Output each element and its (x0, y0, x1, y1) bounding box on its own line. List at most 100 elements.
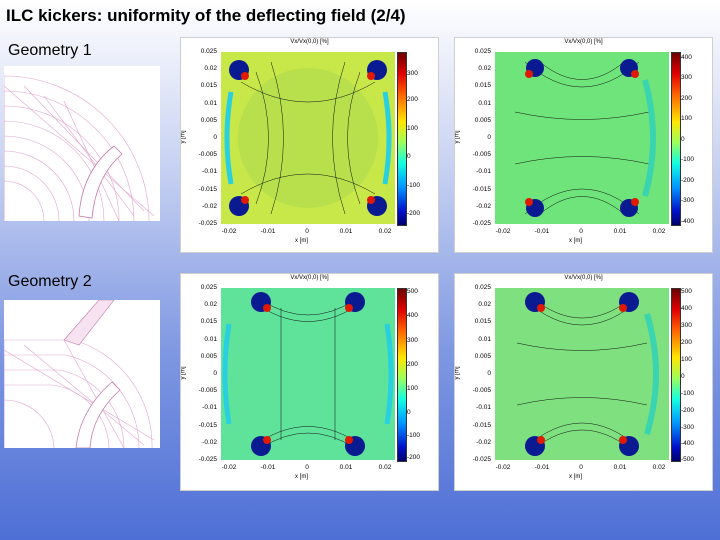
y-tick-label: 0.005 (474, 352, 491, 360)
plot-3-colorbar-tick: -200 (407, 454, 421, 461)
plot-2-colorbar-tick: -200 (681, 177, 695, 184)
plot-4-colorbar-tick: 300 (681, 322, 692, 329)
x-tick-label: 0.01 (339, 464, 353, 471)
y-tick-label: 0.01 (478, 99, 491, 107)
y-tick-label: -0.02 (202, 438, 217, 446)
plot-1-contour-field (221, 52, 395, 224)
plot-3-colorbar-tick: 300 (407, 337, 418, 344)
x-tick-label: -0.02 (221, 464, 237, 471)
plot-4-colorbar-tick: -100 (681, 390, 695, 397)
x-tick-label: -0.02 (495, 228, 511, 235)
y-tick-label: -0.005 (198, 151, 217, 159)
x-tick-label: -0.01 (534, 228, 550, 235)
y-tick-label: -0.005 (472, 151, 491, 159)
plot-3-colorbar-tick: 100 (407, 385, 418, 392)
y-tick-label: -0.02 (476, 202, 491, 210)
plot-4-colorbar-tick: -300 (681, 424, 695, 431)
y-tick-label: 0.005 (200, 116, 217, 124)
plot-1-colorbar-tick: 100 (407, 125, 418, 132)
y-tick-label: 0 (213, 370, 217, 377)
plot-4-colorbar-tick: 400 (681, 305, 692, 312)
plot-1-title: Vx/Vx(0,0) [%] (290, 39, 329, 45)
plot-2-title: Vx/Vx(0,0) [%] (564, 39, 603, 45)
geometry-1-mesh-image (4, 66, 160, 221)
y-tick-label: 0.025 (200, 284, 217, 291)
x-tick-label: 0.01 (339, 228, 353, 235)
plot-1-colorbar-tick: -100 (407, 182, 421, 189)
y-tick-label: -0.025 (472, 456, 491, 463)
x-tick-label: 0.02 (378, 464, 392, 471)
y-tick-label: -0.015 (198, 421, 217, 429)
plot-4-colorbar-tick: 0 (681, 373, 685, 380)
geometry-2-mesh-image (4, 300, 160, 448)
x-tick-label: -0.02 (221, 228, 237, 235)
plot-3-colorbar-tick: 200 (407, 361, 418, 368)
x-tick-label: -0.02 (495, 464, 511, 471)
plot-1-colorbar-tick: 300 (407, 70, 418, 77)
plot-4-title: Vx/Vx(0,0) [%] (564, 275, 603, 281)
x-tick-label: 0.01 (613, 228, 627, 235)
x-tick-label: 0 (305, 228, 309, 235)
plot-1-colorbar (397, 52, 407, 226)
x-tick-label: -0.01 (260, 228, 276, 235)
plot-4-colorbar-tick: -500 (681, 456, 695, 463)
y-tick-label: 0 (487, 370, 491, 377)
x-tick-label: 0 (579, 464, 583, 471)
plot-2-colorbar-tick: 0 (681, 136, 685, 143)
y-tick-label: 0.005 (474, 116, 491, 124)
geometry-1-label: Geometry 1 (8, 42, 92, 59)
x-tick-label: 0.02 (652, 228, 666, 235)
y-tick-label: 0 (213, 134, 217, 141)
plot-3-colorbar (397, 288, 407, 462)
y-tick-label: 0.02 (478, 301, 491, 309)
y-tick-label: 0.02 (204, 301, 217, 309)
y-tick-label: -0.01 (476, 404, 491, 412)
plot-3-colorbar-tick: 0 (407, 409, 411, 416)
plot-2-colorbar (671, 52, 681, 226)
y-tick-label: 0.015 (474, 82, 491, 90)
plot-3-title: Vx/Vx(0,0) [%] (290, 275, 329, 281)
y-tick-label: 0.015 (474, 318, 491, 326)
x-tick-label: -0.01 (534, 464, 550, 471)
plot-1-colorbar-tick: 200 (407, 96, 418, 103)
y-tick-label: -0.005 (198, 387, 217, 395)
plot-4-colorbar-tick: -200 (681, 407, 695, 414)
plot-2-colorbar-tick: 200 (681, 95, 692, 102)
plot-3-xlabel: x [m] (295, 474, 308, 480)
plot-2-colorbar-tick: -400 (681, 218, 695, 225)
plot-4-colorbar-tick: 200 (681, 339, 692, 346)
plot-2-colorbar-tick: 100 (681, 115, 692, 122)
field-plot-1: Vx/Vx(0,0) [%] 300 200 100 0 -100 -200 y… (180, 37, 439, 253)
plot-3-colorbar-tick: 500 (407, 288, 418, 295)
plot-2-colorbar-tick: -300 (681, 197, 695, 204)
plot-4-colorbar (671, 288, 681, 462)
plot-2-contour-field (495, 52, 669, 224)
y-tick-label: 0.01 (478, 335, 491, 343)
y-tick-label: 0.025 (474, 284, 491, 291)
y-tick-label: 0.01 (204, 335, 217, 343)
y-tick-label: 0.015 (200, 82, 217, 90)
x-tick-label: 0.02 (378, 228, 392, 235)
y-tick-label: -0.02 (476, 438, 491, 446)
plot-4-xlabel: x [m] (569, 474, 582, 480)
y-tick-label: 0.015 (200, 318, 217, 326)
y-tick-label: -0.025 (198, 220, 217, 227)
x-tick-label: 0.02 (652, 464, 666, 471)
plot-2-colorbar-tick: 300 (681, 74, 692, 81)
x-tick-label: 0 (579, 228, 583, 235)
y-tick-label: 0.025 (200, 48, 217, 55)
plot-1-colorbar-tick: 0 (407, 153, 411, 160)
y-tick-label: 0.02 (478, 65, 491, 73)
plot-4-colorbar-tick: 100 (681, 356, 692, 363)
y-tick-label: 0.01 (204, 99, 217, 107)
y-tick-label: -0.02 (202, 202, 217, 210)
geometry-2-label: Geometry 2 (8, 273, 92, 290)
y-tick-label: -0.015 (472, 185, 491, 193)
y-tick-label: 0.025 (474, 48, 491, 55)
y-tick-label: -0.015 (472, 421, 491, 429)
y-tick-label: 0.005 (200, 352, 217, 360)
y-tick-label: 0.02 (204, 65, 217, 73)
field-plot-2: Vx/Vx(0,0) [%] 400 300 200 100 0 -100 -2… (454, 37, 713, 253)
plot-2-colorbar-tick: -100 (681, 156, 695, 163)
x-tick-label: 0.01 (613, 464, 627, 471)
